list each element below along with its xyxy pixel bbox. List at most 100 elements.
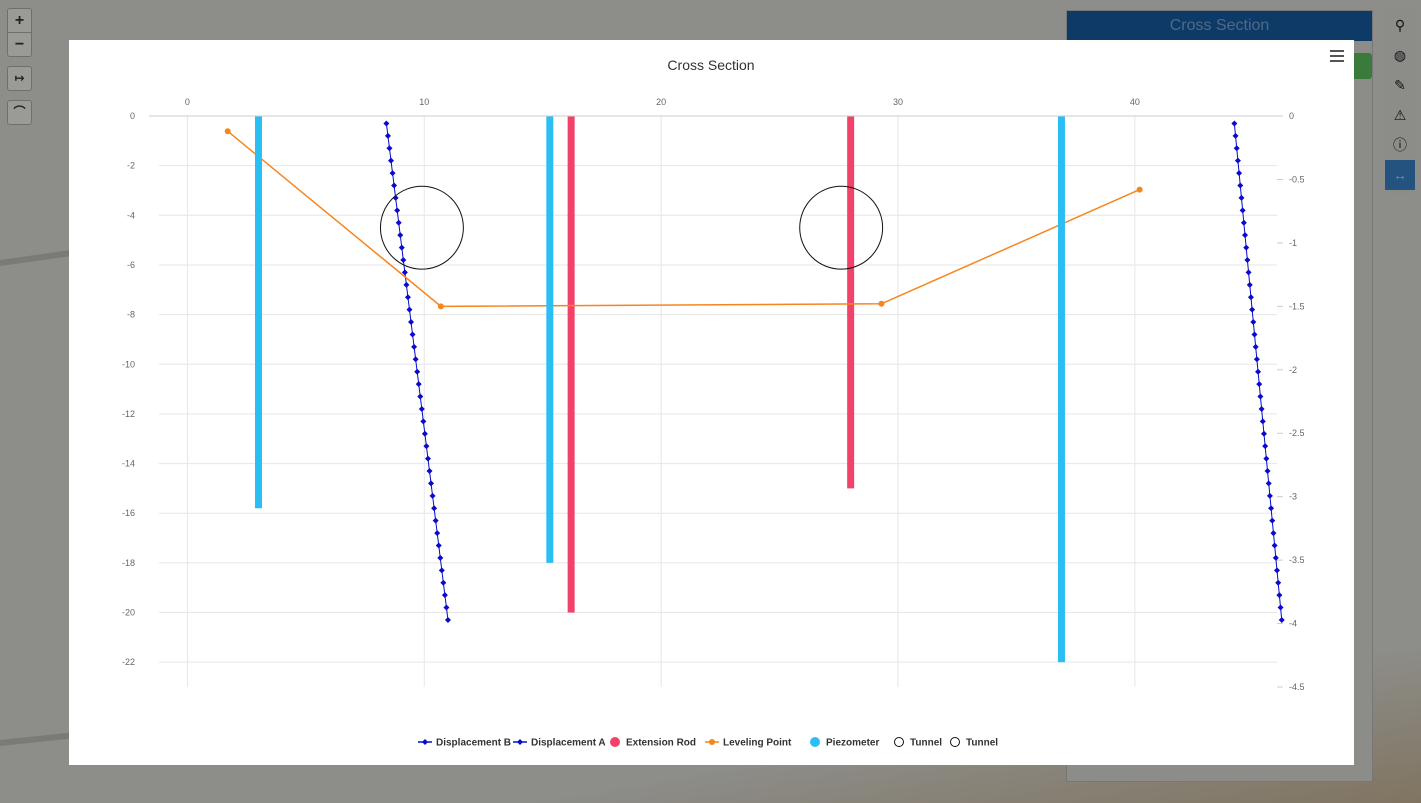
legend-label: Tunnel: [910, 738, 942, 749]
displacement-marker: [434, 530, 441, 537]
displacement-marker: [400, 256, 407, 263]
displacement-marker: [1246, 281, 1253, 288]
displacement-marker: [414, 368, 421, 375]
displacement-marker: [412, 356, 419, 363]
wrench-icon[interactable]: ✎: [1394, 77, 1406, 93]
globe-icon[interactable]: ◍: [1393, 47, 1407, 63]
legend-label: Displacement A: [531, 738, 606, 749]
x-top-tick-label: 30: [893, 97, 903, 107]
displacement-marker: [403, 281, 410, 288]
chart-legend: Displacement B Displacement A Extension Ro…: [418, 737, 998, 749]
leveling-point-marker: [224, 128, 231, 135]
legend-dot-symbol: [810, 737, 820, 747]
zoom-in-button[interactable]: +: [14, 12, 25, 29]
displacement-marker: [443, 604, 450, 611]
y-left-tick-label: -16: [122, 508, 135, 518]
y-right-tick-label: -3: [1289, 492, 1297, 502]
displacement-marker: [1275, 579, 1282, 586]
y-left-tick-label: -6: [127, 260, 135, 270]
chart-title: Cross Section: [667, 57, 754, 73]
legend-item[interactable]: Tunnel: [894, 737, 943, 749]
displacement-marker: [1244, 256, 1251, 263]
chart-series: [224, 116, 1285, 663]
legend-item[interactable]: Extension Rod: [610, 737, 696, 749]
displacement-marker: [1249, 306, 1256, 313]
leveling-point-marker: [437, 303, 444, 310]
displacement-marker: [415, 381, 422, 388]
displacement-marker: [437, 554, 444, 561]
measure-control: ↦: [7, 66, 32, 91]
displacement-marker: [417, 393, 424, 400]
displacement-marker: [395, 219, 402, 226]
arrows-horizontal-icon[interactable]: ↔: [1385, 160, 1415, 190]
displacement-marker: [1255, 368, 1262, 375]
displacement-marker: [418, 405, 425, 412]
displacement-marker: [406, 306, 413, 313]
zoom-out-button[interactable]: −: [8, 32, 31, 56]
legend-item[interactable]: Displacement A: [513, 738, 606, 749]
leveling-point-marker: [878, 300, 885, 307]
displacement-marker: [429, 492, 436, 499]
y-left-tick-label: -4: [127, 210, 135, 220]
y-left-tick-label: -12: [122, 409, 135, 419]
displacement-marker: [1233, 145, 1240, 152]
y-right-tick-label: -0.5: [1289, 174, 1305, 184]
chart-grid: [159, 115, 1277, 687]
displacement-marker: [1231, 120, 1238, 127]
y-left-tick-label: -2: [127, 161, 135, 171]
displacement-marker: [438, 567, 445, 574]
info-icon[interactable]: ⓘ: [1393, 137, 1407, 153]
displacement-marker: [441, 592, 448, 599]
legend-item[interactable]: Tunnel: [950, 737, 999, 749]
displacement-marker: [1243, 244, 1250, 251]
displacement-marker: [384, 132, 391, 139]
displacement-marker: [423, 443, 430, 450]
lasso-icon[interactable]: ⌒: [13, 105, 26, 119]
y-right-tick-label: -4.5: [1289, 682, 1305, 692]
displacement-marker: [1268, 505, 1275, 512]
displacement-marker: [1269, 517, 1276, 524]
legend-dot-symbol: [610, 737, 620, 747]
zoom-control: + −: [7, 8, 32, 57]
legend-item[interactable]: Leveling Point: [705, 738, 792, 749]
displacement-marker: [398, 244, 405, 251]
measure-icon[interactable]: ↦: [14, 71, 25, 85]
leveling-point-line: [227, 130, 1140, 308]
displacement-marker: [1245, 269, 1252, 276]
legend-circle-symbol: [894, 737, 904, 747]
displacement-marker: [1250, 319, 1257, 326]
displacement-marker: [391, 182, 398, 189]
x-top-tick-label: 0: [185, 97, 190, 107]
displacement-marker: [1276, 592, 1283, 599]
warning-icon[interactable]: ⚠: [1393, 107, 1407, 123]
y-left-tick-label: -14: [122, 459, 135, 469]
y-left-tick-label: -10: [122, 359, 135, 369]
chart-menu-icon[interactable]: [1330, 50, 1344, 62]
y-right-tick-label: -1.5: [1289, 301, 1305, 311]
side-panel-title: Cross Section: [1067, 11, 1372, 41]
displacement-marker: [401, 269, 408, 276]
displacement-marker: [1274, 567, 1280, 574]
displacement-marker: [1272, 554, 1279, 561]
displacement-marker: [1232, 132, 1239, 139]
map-marker-icon[interactable]: ⚲: [1394, 17, 1406, 33]
legend-item[interactable]: Piezometer: [810, 737, 879, 749]
y-right-tick-label: -3.5: [1289, 555, 1305, 565]
y-left-tick-label: 0: [130, 111, 135, 121]
y-right-tick-label: -1: [1289, 238, 1297, 248]
displacement-marker: [1260, 430, 1267, 437]
displacement-marker: [1265, 480, 1272, 487]
y-left-tick-label: -8: [127, 310, 135, 320]
displacement-marker: [1256, 381, 1263, 388]
displacement-marker: [431, 505, 438, 512]
displacement-marker: [435, 542, 442, 549]
tunnel-circle: [379, 185, 464, 270]
legend-label: Leveling Point: [723, 738, 792, 749]
x-top-tick-label: 10: [419, 97, 429, 107]
legend-item[interactable]: Displacement B: [418, 738, 511, 749]
displacement-marker: [383, 120, 390, 127]
y-right-tick-label: -2: [1289, 365, 1297, 375]
piezometer-bar: [254, 116, 262, 509]
displacement-marker: [1266, 492, 1273, 499]
side-toolbar: ⚲ ◍ ✎ ⚠ ⓘ ↔: [1385, 10, 1415, 195]
